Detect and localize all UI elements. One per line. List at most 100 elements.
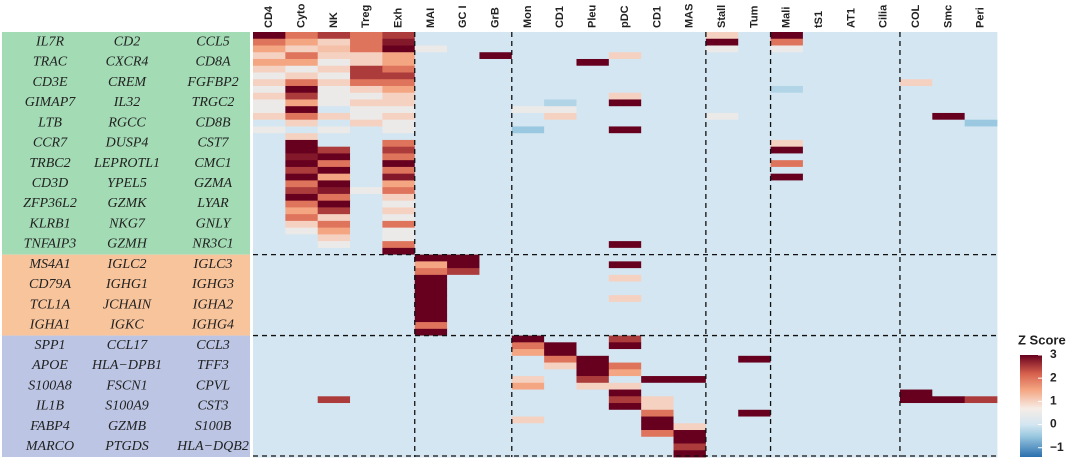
heatmap-cell bbox=[899, 403, 933, 411]
heatmap-cell bbox=[738, 85, 771, 94]
gene-label: IL7R bbox=[35, 34, 64, 49]
heatmap-cell bbox=[770, 409, 804, 417]
heatmap-cell bbox=[867, 45, 901, 53]
heatmap-cell bbox=[253, 166, 286, 175]
heatmap-cell bbox=[964, 65, 998, 73]
heatmap-cell bbox=[576, 92, 610, 100]
heatmap-cell bbox=[835, 85, 869, 94]
heatmap-cell bbox=[317, 450, 351, 458]
heatmap-cell bbox=[317, 241, 351, 249]
heatmap-cell bbox=[705, 322, 739, 330]
heatmap-cell bbox=[738, 423, 771, 431]
heatmap-cell bbox=[770, 79, 804, 87]
heatmap-cell bbox=[867, 227, 901, 235]
heatmap-cell bbox=[867, 146, 901, 154]
heatmap-cell bbox=[705, 173, 739, 181]
heatmap-cell bbox=[382, 295, 416, 303]
heatmap-cell bbox=[253, 369, 286, 377]
column-label: Treg bbox=[360, 5, 372, 28]
gene-label: SPP1 bbox=[34, 338, 65, 353]
heatmap-cell bbox=[285, 79, 319, 87]
heatmap-cell bbox=[608, 119, 642, 127]
heatmap-cell bbox=[317, 389, 351, 397]
heatmap-cell bbox=[932, 335, 966, 343]
heatmap-cell bbox=[867, 99, 901, 107]
heatmap-cell bbox=[835, 139, 869, 148]
heatmap-cell bbox=[705, 450, 739, 458]
heatmap-cell bbox=[802, 180, 836, 188]
heatmap-cell bbox=[544, 153, 577, 161]
heatmap-cell bbox=[608, 38, 642, 46]
heatmap-cell bbox=[802, 308, 836, 316]
heatmap-cell bbox=[544, 52, 577, 60]
heatmap-cell bbox=[414, 193, 448, 202]
heatmap-cell bbox=[738, 369, 771, 377]
heatmap-cell bbox=[802, 234, 836, 242]
heatmap-cell bbox=[641, 268, 674, 276]
heatmap-cell bbox=[835, 436, 869, 444]
heatmap-cell bbox=[253, 58, 286, 67]
heatmap-cell bbox=[802, 92, 836, 100]
heatmap-cell bbox=[738, 268, 771, 276]
heatmap-cell bbox=[738, 45, 771, 53]
heatmap-cell bbox=[932, 227, 966, 235]
heatmap-cell bbox=[641, 45, 674, 53]
heatmap-cell bbox=[932, 99, 966, 107]
heatmap-cell bbox=[641, 153, 674, 161]
heatmap-cell bbox=[608, 416, 642, 424]
heatmap-cell bbox=[350, 187, 383, 195]
heatmap-cell bbox=[899, 38, 933, 46]
heatmap-cell bbox=[544, 450, 577, 458]
heatmap-cell bbox=[932, 342, 966, 350]
heatmap-cell bbox=[867, 328, 901, 336]
heatmap-cell bbox=[899, 139, 933, 148]
heatmap-cell bbox=[673, 106, 707, 114]
heatmap-cell bbox=[673, 32, 707, 40]
heatmap-cell bbox=[382, 200, 416, 208]
heatmap-cell bbox=[350, 173, 383, 181]
heatmap-cell bbox=[317, 133, 351, 141]
heatmap-cell bbox=[705, 403, 739, 411]
heatmap-cell bbox=[285, 92, 319, 100]
heatmap-cell bbox=[414, 126, 448, 134]
heatmap-cell bbox=[867, 443, 901, 451]
heatmap-cell bbox=[317, 349, 351, 357]
heatmap-cell bbox=[253, 227, 286, 235]
heatmap-cell bbox=[414, 160, 448, 168]
heatmap-cell bbox=[253, 133, 286, 141]
heatmap-cell bbox=[802, 99, 836, 107]
heatmap-cell bbox=[544, 288, 577, 296]
heatmap-cell bbox=[608, 288, 642, 296]
heatmap-cell bbox=[576, 166, 610, 175]
heatmap-cell bbox=[414, 254, 448, 262]
heatmap-cell bbox=[738, 328, 771, 336]
heatmap-cell bbox=[770, 241, 804, 249]
heatmap-cell bbox=[802, 295, 836, 303]
heatmap-cell bbox=[899, 443, 933, 451]
heatmap-cell bbox=[899, 450, 933, 458]
heatmap-cell bbox=[738, 376, 771, 384]
heatmap-cell bbox=[608, 79, 642, 87]
heatmap-cell bbox=[705, 38, 739, 46]
heatmap-cell bbox=[382, 79, 416, 87]
heatmap-cell bbox=[479, 396, 513, 404]
heatmap-cell bbox=[738, 119, 771, 127]
heatmap-cell bbox=[770, 301, 804, 309]
heatmap-cell bbox=[705, 146, 739, 154]
heatmap-cell bbox=[899, 322, 933, 330]
heatmap-cell bbox=[576, 274, 610, 283]
heatmap-cell bbox=[479, 362, 513, 370]
heatmap-cell bbox=[382, 261, 416, 269]
heatmap-cell bbox=[382, 133, 416, 141]
heatmap-cell bbox=[899, 423, 933, 431]
heatmap-cell bbox=[964, 106, 998, 114]
heatmap-cell bbox=[738, 301, 771, 309]
heatmap-cell bbox=[447, 52, 480, 60]
heatmap-cell bbox=[802, 126, 836, 134]
heatmap-cell bbox=[317, 409, 351, 417]
heatmap-cell bbox=[705, 214, 739, 222]
heatmap-cell bbox=[447, 335, 480, 343]
gene-label: TNFAIP3 bbox=[24, 237, 77, 252]
heatmap-cell bbox=[673, 52, 707, 60]
heatmap-cell bbox=[447, 301, 480, 309]
